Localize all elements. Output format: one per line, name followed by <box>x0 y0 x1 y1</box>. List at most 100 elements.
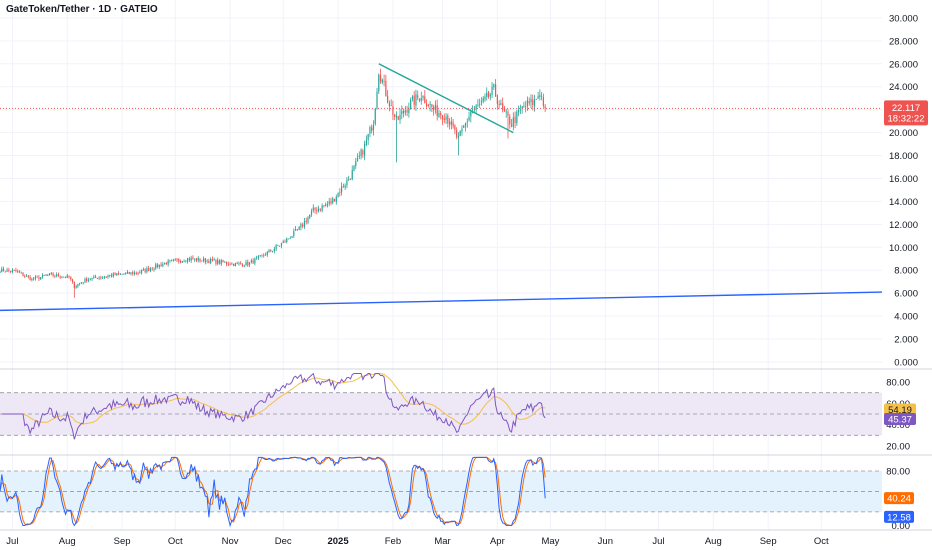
candle-body <box>121 274 123 275</box>
candle-body <box>153 268 155 270</box>
candle-body <box>215 259 217 264</box>
candle-body <box>417 95 419 98</box>
candle-body <box>448 122 451 126</box>
candle-body <box>261 254 263 256</box>
candle-body <box>344 185 346 188</box>
price-axis-label: 2.000 <box>894 335 918 346</box>
candle-body <box>525 106 527 107</box>
candle-body <box>63 276 65 278</box>
time-axis-label: 2025 <box>327 536 349 547</box>
candle-body <box>475 105 477 110</box>
candle-body <box>243 265 245 267</box>
price-axis-label: 28.000 <box>889 36 918 47</box>
candle-body <box>162 264 164 266</box>
candlestick-series <box>0 68 546 298</box>
time-axis-label: Oct <box>814 536 829 547</box>
candle-body <box>29 276 31 281</box>
candle-body <box>256 257 258 259</box>
candle-body <box>491 86 493 95</box>
candle-body <box>40 277 42 280</box>
candle-body <box>204 258 206 263</box>
candle-body <box>266 251 268 256</box>
candle-body <box>402 110 405 114</box>
candle-body <box>224 261 226 263</box>
rsi-badge <box>884 403 916 416</box>
candle-body <box>541 95 543 97</box>
candle-body <box>526 100 529 106</box>
candle-body <box>233 263 235 266</box>
candle-body <box>17 271 19 272</box>
candle-body <box>530 98 532 103</box>
candle-body <box>371 127 373 132</box>
candle-body <box>312 207 314 211</box>
price-axis-label: 8.000 <box>894 266 918 277</box>
candle-body <box>245 261 247 266</box>
candle-body <box>482 98 484 102</box>
candle-body <box>333 199 336 202</box>
candle-body <box>156 264 159 268</box>
candle-body <box>158 264 160 268</box>
candle-body <box>309 214 311 218</box>
candle-body <box>394 114 396 118</box>
price-axis-label: 12.000 <box>889 220 918 231</box>
candle-body <box>383 80 385 82</box>
candle-body <box>381 79 383 83</box>
candle-body <box>151 268 153 270</box>
candle-body <box>415 94 417 106</box>
time-axis-label: Jul <box>6 536 18 547</box>
candle-body <box>263 254 265 256</box>
candle-body <box>240 263 242 265</box>
candle-body <box>213 259 215 261</box>
candle-body <box>537 96 539 99</box>
candle-body <box>48 273 51 276</box>
candle-body <box>282 241 284 243</box>
candle-body <box>356 157 359 162</box>
candle-body <box>397 116 399 120</box>
candle-body <box>148 268 150 271</box>
candle-body <box>82 282 84 284</box>
rsi-ma-badge <box>884 412 916 425</box>
time-axis-label: Nov <box>222 536 239 547</box>
candle-body <box>227 263 229 265</box>
candle-body <box>109 275 111 277</box>
candle-body <box>149 268 152 272</box>
candle-body <box>351 170 353 180</box>
candle-body <box>468 116 470 121</box>
candle-body <box>66 275 68 278</box>
candle-body <box>241 264 244 267</box>
candle-body <box>43 275 45 277</box>
candle-body <box>59 276 61 278</box>
candle-body <box>374 108 376 125</box>
candle-body <box>539 95 541 97</box>
candle-body <box>502 103 504 110</box>
candle-body <box>431 104 433 107</box>
candle-body <box>307 217 309 223</box>
candle-body <box>102 277 104 279</box>
candle-body <box>222 260 224 263</box>
time-axis-label: Mar <box>434 536 450 547</box>
candle-body <box>484 96 486 100</box>
candle-body <box>388 102 390 107</box>
candle-body <box>498 104 500 106</box>
candle-body <box>302 224 304 227</box>
candle-body <box>445 116 447 120</box>
candle-body <box>507 111 509 116</box>
candle-body <box>211 259 213 261</box>
candle-body <box>234 263 237 266</box>
price-badge-value: 22.117 <box>892 103 920 114</box>
candle-body <box>365 140 367 145</box>
candle-body <box>514 116 516 123</box>
candle-body <box>496 95 498 104</box>
candle-body <box>456 130 458 137</box>
candle-body <box>208 260 210 264</box>
candle-body <box>116 273 118 276</box>
candle-body <box>80 282 83 284</box>
candle-body <box>326 204 329 206</box>
candle-body <box>254 258 256 264</box>
candle-body <box>316 209 318 212</box>
candle-body <box>160 264 162 267</box>
candle-body <box>183 261 185 263</box>
candle-body <box>57 274 60 277</box>
candle-body <box>493 84 495 88</box>
